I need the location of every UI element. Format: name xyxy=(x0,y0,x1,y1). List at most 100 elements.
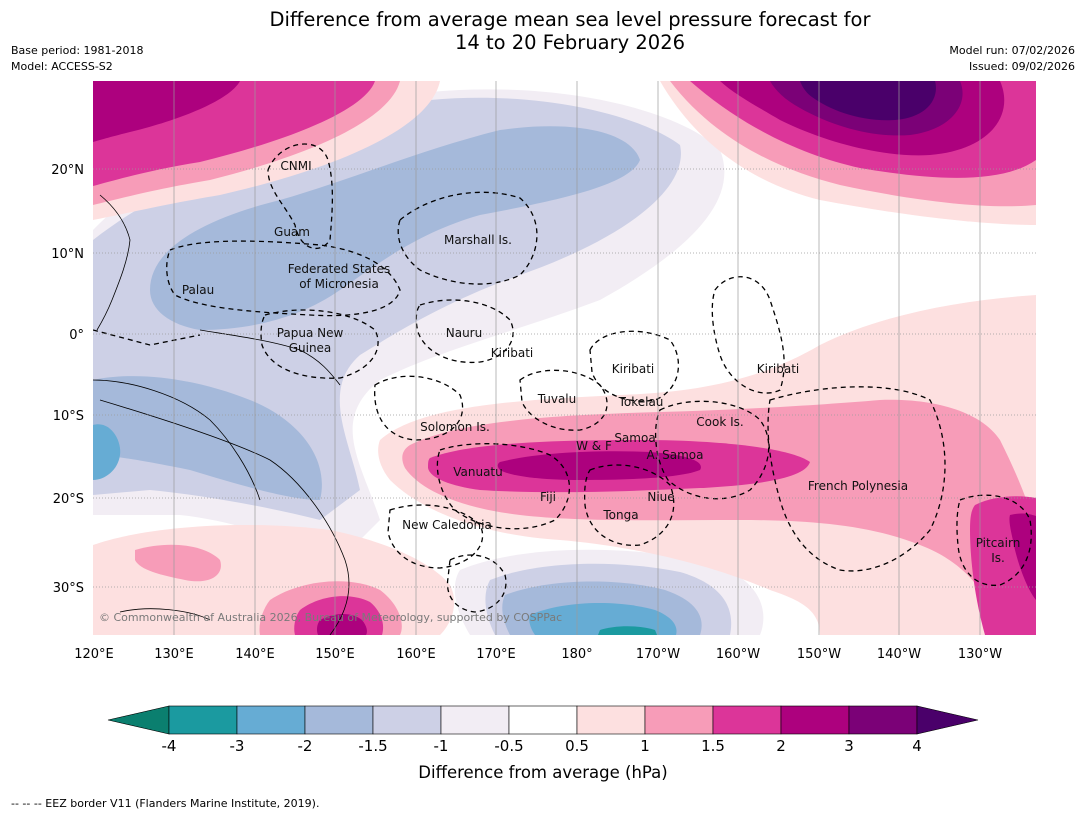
eez-kiribati-west xyxy=(415,299,514,364)
map-title-line-2: 14 to 20 February 2026 xyxy=(454,31,686,54)
contour-pos-sw-2 xyxy=(316,614,367,635)
lat-label-10s: 10°S xyxy=(53,409,84,424)
eez-cook xyxy=(654,400,770,500)
eez-cnmi xyxy=(267,143,334,249)
label-kiribati-east: Kiribati xyxy=(757,362,799,376)
label-nauru: Nauru xyxy=(446,326,482,340)
lon-label-160w: 160°W xyxy=(716,647,760,662)
label-wallis-futuna: W & F xyxy=(576,439,612,453)
colorbar-tick-5: -1 xyxy=(434,737,449,755)
region-labels: CNMI Guam Marshall Is. Federated States … xyxy=(182,159,1020,565)
lat-label-0: 0° xyxy=(69,328,84,343)
new-guinea-coast xyxy=(199,329,341,386)
label-pitcairn-line-2: Is. xyxy=(991,551,1005,565)
label-png-line-2: Guinea xyxy=(289,341,332,355)
label-pitcairn-line-1: Pitcairn xyxy=(976,536,1021,550)
eez-vanuatu-fiji xyxy=(436,443,571,530)
colorbar-segment-3 xyxy=(304,705,374,735)
map-title-line-1: Difference from average mean sea level p… xyxy=(269,8,871,31)
colorbar-segment-under xyxy=(107,705,170,735)
colorbar-tick-10: 2 xyxy=(776,737,786,755)
lat-label-30s: 30°S xyxy=(53,581,84,596)
philippines-coast xyxy=(96,194,131,331)
colorbar-segment-over xyxy=(916,705,979,735)
label-samoa: Samoa xyxy=(614,431,655,445)
eez-marshall xyxy=(397,191,538,285)
colorbar-tick-4: -1.5 xyxy=(358,737,387,755)
contour-pos-nw-2 xyxy=(93,81,240,142)
label-american-samoa: A. Samoa xyxy=(647,448,704,462)
new-zealand-coast xyxy=(119,608,211,621)
colorbar-tick-7: 0.5 xyxy=(565,737,589,755)
lat-label-10n: 10°N xyxy=(51,247,84,262)
label-cnmi: CNMI xyxy=(280,159,311,173)
lat-label-20s: 20°S xyxy=(53,492,84,507)
colorbar-segment-9 xyxy=(712,705,782,735)
contour-neg-1-5-south xyxy=(93,376,322,500)
label-guam: Guam xyxy=(274,225,310,239)
lat-label-20n: 20°N xyxy=(51,163,84,178)
colorbar-tick-1: -4 xyxy=(162,737,177,755)
contour-pos-south-2 xyxy=(497,451,701,480)
graticule xyxy=(93,81,1036,635)
label-kiribati-west: Kiribati xyxy=(491,346,533,360)
colorbar-segment-11 xyxy=(848,705,918,735)
eez-borders xyxy=(93,143,1032,613)
copyright-text: © Commonwealth of Australia 2026, Bureau… xyxy=(99,611,562,624)
contour-pos-ne-4 xyxy=(800,81,936,121)
label-new-caledonia: New Caledonia xyxy=(402,518,492,532)
lon-label-170e: 170°E xyxy=(476,647,516,662)
colorbar-tick-2: -3 xyxy=(230,737,245,755)
coastlines xyxy=(93,194,350,635)
label-png-line-1: Papua New xyxy=(277,326,344,340)
base-period-text: Base period: 1981-2018 xyxy=(11,44,144,57)
eez-rim xyxy=(93,329,201,346)
eez-pitcairn xyxy=(956,494,1032,586)
eez-kiribati-east xyxy=(711,276,785,394)
contour-pos-sw-1 xyxy=(135,544,221,582)
eez-norfolk xyxy=(446,554,507,613)
contour-pos-se-2 xyxy=(1009,513,1036,600)
label-kiribati-central: Kiribati xyxy=(612,362,654,376)
label-tokelau: Tokelau xyxy=(618,395,664,409)
colorbar-segment-1 xyxy=(168,705,238,735)
longitude-labels: 120°E 130°E 140°E 150°E 160°E 170°E 180°… xyxy=(74,647,1002,662)
colorbar-title: Difference from average (hPa) xyxy=(418,763,667,782)
label-tuvalu: Tuvalu xyxy=(537,392,577,406)
eez-legend-note: -- -- -- EEZ border V11 (Flanders Marine… xyxy=(11,797,320,810)
label-fsm-line-1: Federated States xyxy=(288,262,390,276)
contour-neg-1-5 xyxy=(150,126,640,330)
label-fsm-line-2: of Micronesia xyxy=(299,277,379,291)
eez-tuvalu-tokelau xyxy=(519,369,608,431)
lon-label-160e: 160°E xyxy=(396,647,436,662)
lon-label-170w: 170°W xyxy=(636,647,680,662)
australia-coast xyxy=(99,399,350,635)
colorbar-tick-11: 3 xyxy=(844,737,854,755)
label-palau: Palau xyxy=(182,283,214,297)
label-tonga: Tonga xyxy=(602,508,638,522)
issued-text: Issued: 09/02/2026 xyxy=(968,60,1075,73)
colorbar-segment-2 xyxy=(236,705,306,735)
lon-label-130w: 130°W xyxy=(958,647,1002,662)
label-vanuatu: Vanuatu xyxy=(453,465,503,479)
colorbar-tick-12: 4 xyxy=(912,737,922,755)
lon-label-180: 180° xyxy=(561,647,592,662)
lon-label-130e: 130°E xyxy=(154,647,194,662)
contour-neg-south-3 xyxy=(598,626,657,635)
colorbar-segment-7 xyxy=(576,705,646,735)
colorbar-tick-6: -0.5 xyxy=(494,737,523,755)
lon-label-120e: 120°E xyxy=(74,647,114,662)
australia-north-coast xyxy=(93,379,261,501)
label-cook-is: Cook Is. xyxy=(696,415,743,429)
lon-label-140w: 140°W xyxy=(877,647,921,662)
label-solomon-is: Solomon Is. xyxy=(420,420,490,434)
lon-label-150w: 150°W xyxy=(797,647,841,662)
colorbar-tick-9: 1.5 xyxy=(701,737,725,755)
label-french-polynesia: French Polynesia xyxy=(808,479,908,493)
lon-label-150e: 150°E xyxy=(315,647,355,662)
model-text: Model: ACCESS-S2 xyxy=(11,60,113,73)
label-niue: Niue xyxy=(647,490,674,504)
contour-neg-2 xyxy=(93,424,121,480)
eez-tonga-niue xyxy=(584,464,675,546)
colorbar: -4 -3 -2 -1.5 -1 -0.5 0.5 1 1.5 2 3 4 Di… xyxy=(107,705,979,782)
